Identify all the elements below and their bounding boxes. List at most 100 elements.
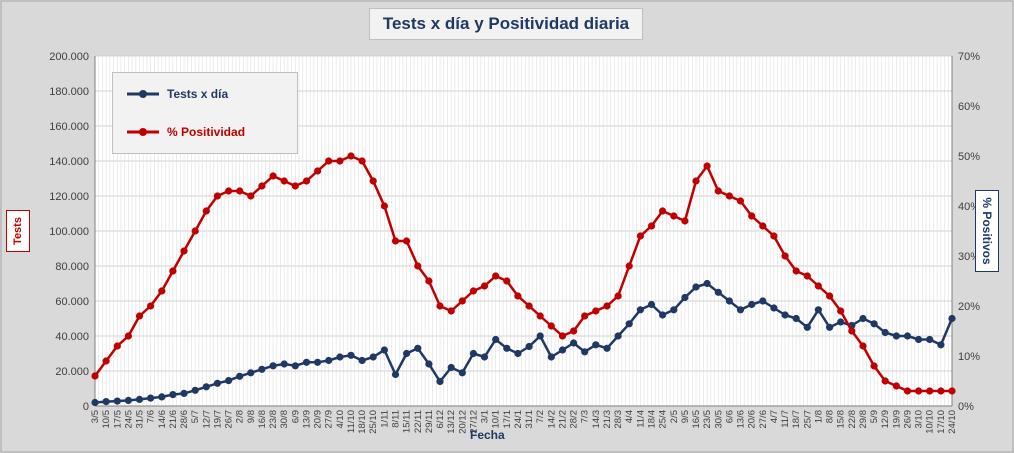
series-point-1	[247, 192, 255, 200]
series-point-1	[792, 267, 800, 275]
series-point-0	[670, 306, 678, 314]
x-tick-label: 22/11	[413, 410, 424, 433]
x-tick-label: 28/6	[179, 410, 190, 429]
series-point-1	[291, 182, 299, 190]
series-point-0	[347, 351, 355, 359]
series-point-0	[647, 300, 656, 309]
series-point-0	[903, 332, 912, 340]
x-tick-label: 5/9	[869, 410, 880, 423]
series-point-0	[915, 335, 923, 344]
series-point-1	[759, 222, 767, 230]
series-point-1	[915, 387, 923, 395]
x-tick-label: 4/7	[769, 410, 780, 423]
x-tick-label: 11/10	[346, 410, 357, 433]
series-point-1	[770, 232, 778, 240]
series-point-1	[91, 372, 99, 380]
y-right-tick-label: 60%	[958, 101, 980, 113]
legend-label-positividad: % Positividad	[167, 125, 246, 139]
series-point-1	[380, 202, 388, 210]
series-point-0	[492, 335, 500, 344]
x-tick-label: 28/2	[569, 410, 580, 429]
series-point-1	[581, 312, 589, 320]
x-tick-label: 4/4	[624, 410, 635, 423]
x-tick-label: 18/10	[357, 410, 368, 434]
series-point-0	[781, 311, 789, 319]
gridlines	[94, 55, 952, 407]
x-tick-label: 2/5	[669, 410, 680, 423]
legend-item-positividad: % Positividad	[125, 125, 245, 139]
series-point-0	[870, 320, 878, 328]
series-point-1	[514, 292, 522, 300]
series-point-0	[302, 358, 311, 366]
x-tick-label: 20/6	[747, 410, 758, 429]
y-left-tick-label: 140.000	[49, 156, 89, 168]
series-point-0	[736, 306, 745, 314]
series-point-1	[659, 207, 667, 215]
legend-marker-tests	[127, 90, 159, 98]
series-point-1	[926, 387, 934, 395]
x-tick-label: 19/9	[891, 410, 902, 429]
legend-marker-positividad	[127, 128, 159, 136]
x-tick-label: 16/5	[691, 410, 702, 429]
y-axis-left: 0 20.000 40.000 60.000 80.000 100.000 120.000 1…	[49, 51, 96, 413]
series-point-0	[926, 335, 934, 344]
series-point-1	[213, 192, 221, 200]
series-point-0	[135, 395, 144, 403]
legend-item-tests: Tests x día	[125, 87, 228, 101]
series-point-0	[792, 314, 800, 323]
series-point-0	[247, 369, 255, 377]
x-tick-label: 27/9	[324, 410, 335, 429]
series-point-0	[391, 370, 400, 379]
x-tick-label: 28/3	[613, 410, 624, 429]
x-axis-label: Fecha	[470, 428, 505, 442]
x-tick-label: 3/5	[90, 410, 101, 423]
x-tick-label: 21/3	[602, 410, 613, 429]
series-point-0	[436, 377, 444, 386]
y-left-tick-label: 180.000	[49, 86, 89, 98]
x-tick-label: 14/2	[546, 410, 557, 429]
x-tick-label: 13/6	[736, 410, 747, 429]
y-left-tick-label: 160.000	[49, 121, 89, 133]
series-point-0	[180, 389, 188, 397]
series-point-0	[269, 362, 277, 370]
series-point-1	[625, 262, 633, 270]
series-point-1	[558, 332, 567, 340]
series-point-1	[525, 302, 533, 310]
x-tick-label: 19/7	[212, 410, 223, 429]
series-point-0	[358, 356, 366, 365]
x-tick-label: 3/10	[914, 410, 925, 429]
x-tick-label: 18/4	[646, 410, 657, 429]
x-tick-label: 21/6	[168, 410, 179, 429]
series-point-1	[703, 162, 711, 170]
series-point-1	[403, 237, 411, 245]
x-tick-label: 12/9	[880, 410, 891, 429]
chart-title: Tests x día y Positividad diaria	[369, 8, 643, 40]
series-point-1	[280, 177, 288, 185]
series-point-0	[280, 360, 288, 368]
series-point-1	[414, 262, 422, 270]
x-tick-label: 25/4	[658, 410, 669, 429]
x-tick-label: 11/7	[780, 410, 791, 428]
x-tick-label: 8/8	[825, 410, 836, 423]
x-tick-label: 30/8	[279, 410, 290, 429]
x-tick-label: 20/9	[313, 410, 324, 429]
series-point-1	[480, 282, 489, 290]
series-point-1	[492, 272, 500, 280]
series-point-1	[859, 342, 867, 350]
x-tick-label: 24/1	[513, 410, 524, 429]
x-tick-label: 14/3	[591, 410, 602, 429]
x-tick-label: 2/8	[235, 410, 246, 423]
x-tick-label: 5/7	[190, 410, 201, 423]
series-point-1	[636, 232, 645, 240]
series-point-1	[180, 247, 188, 255]
series-point-1	[236, 187, 244, 195]
x-tick-label: 15/8	[836, 410, 847, 429]
series-point-0	[291, 362, 299, 370]
series-point-0	[581, 348, 589, 356]
series-point-1	[302, 177, 311, 185]
x-tick-label: 17/10	[936, 410, 947, 434]
series-point-0	[447, 363, 455, 372]
series-point-0	[536, 332, 544, 340]
series-point-1	[814, 282, 823, 290]
